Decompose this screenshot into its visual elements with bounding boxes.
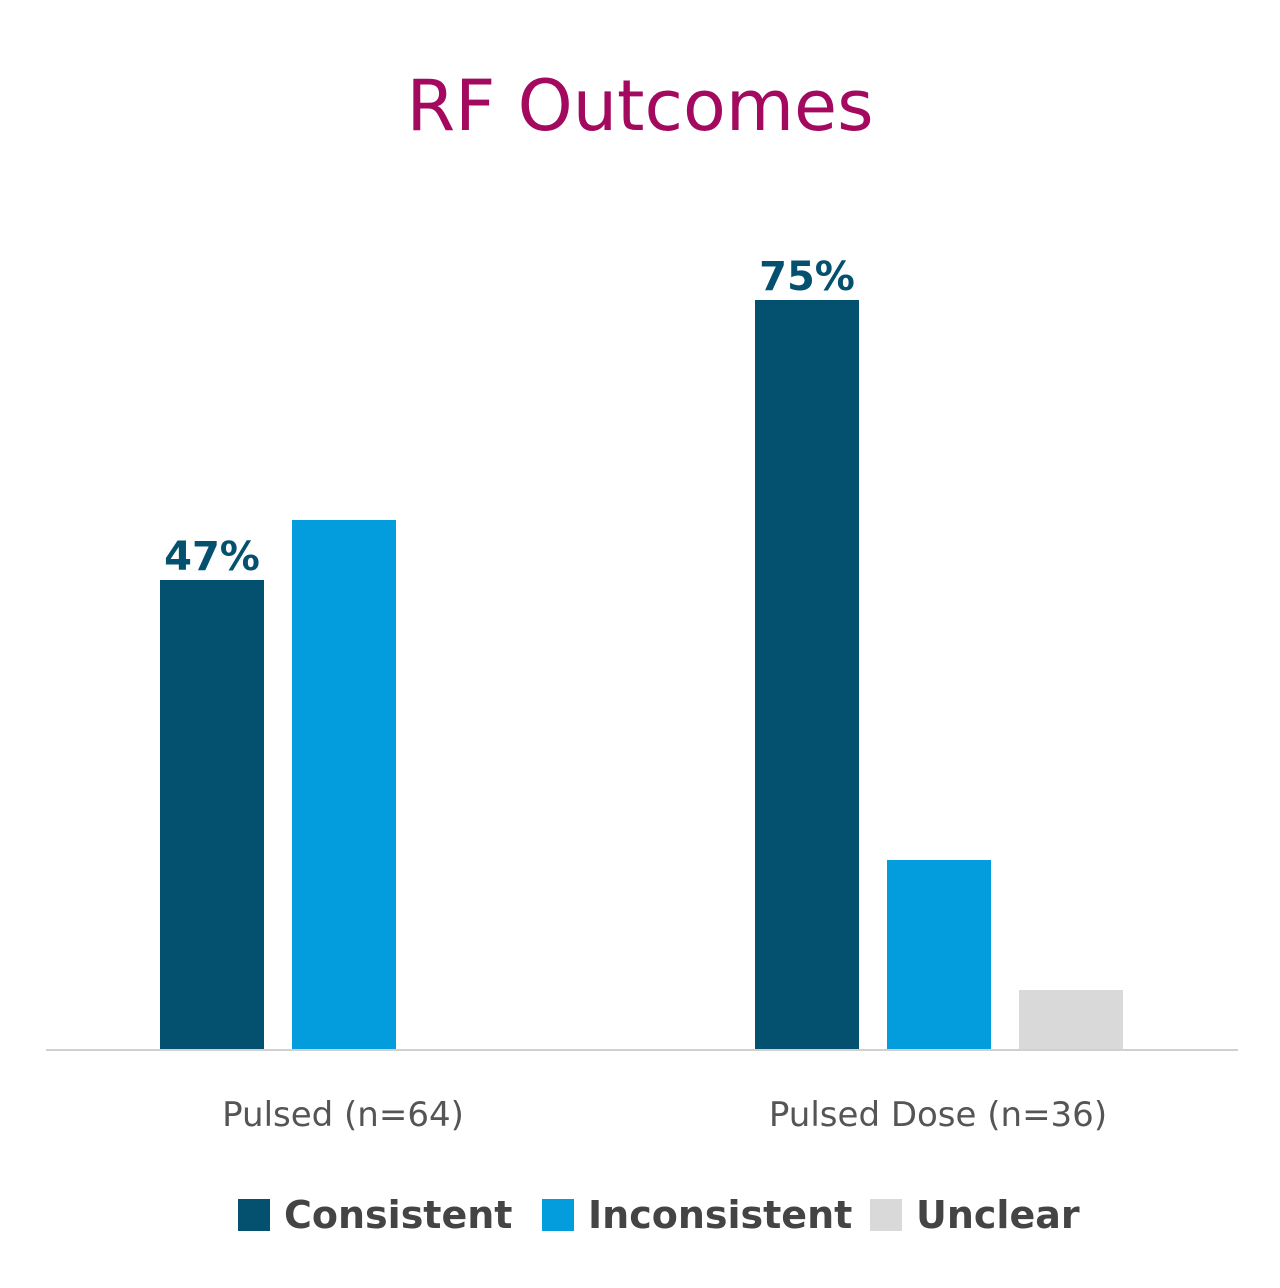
category-label-pulsed-dose-n-36: Pulsed Dose (n=36) [769, 1095, 1107, 1135]
data-labels-layer: 47% 75% [164, 254, 855, 580]
legend-swatch-inconsistent [542, 1199, 574, 1231]
bar-inconsistent-pulsed-dose-n-36 [887, 860, 991, 1050]
legend-item-inconsistent: Inconsistent [542, 1193, 852, 1237]
data-label-consistent-pulsed-dose-n-36: 75% [759, 254, 855, 300]
bar-inconsistent-pulsed-n-64 [292, 520, 396, 1050]
legend-label-inconsistent: Inconsistent [588, 1193, 852, 1237]
bars-layer [160, 300, 1123, 1050]
legend-item-unclear: Unclear [870, 1193, 1080, 1237]
legend-swatch-consistent [238, 1199, 270, 1231]
legend: Consistent Inconsistent Unclear [238, 1193, 1080, 1237]
chart-title: RF Outcomes [406, 65, 873, 147]
legend-label-consistent: Consistent [284, 1193, 512, 1237]
data-label-consistent-pulsed-n-64: 47% [164, 534, 260, 580]
bar-consistent-pulsed-n-64 [160, 580, 264, 1050]
category-labels-layer: Pulsed (n=64) Pulsed Dose (n=36) [222, 1095, 1107, 1135]
legend-swatch-unclear [870, 1199, 902, 1231]
bar-consistent-pulsed-dose-n-36 [755, 300, 859, 1050]
bar-unclear-pulsed-dose-n-36 [1019, 990, 1123, 1050]
category-label-pulsed-n-64: Pulsed (n=64) [222, 1095, 464, 1135]
legend-label-unclear: Unclear [916, 1193, 1080, 1237]
legend-item-consistent: Consistent [238, 1193, 512, 1237]
